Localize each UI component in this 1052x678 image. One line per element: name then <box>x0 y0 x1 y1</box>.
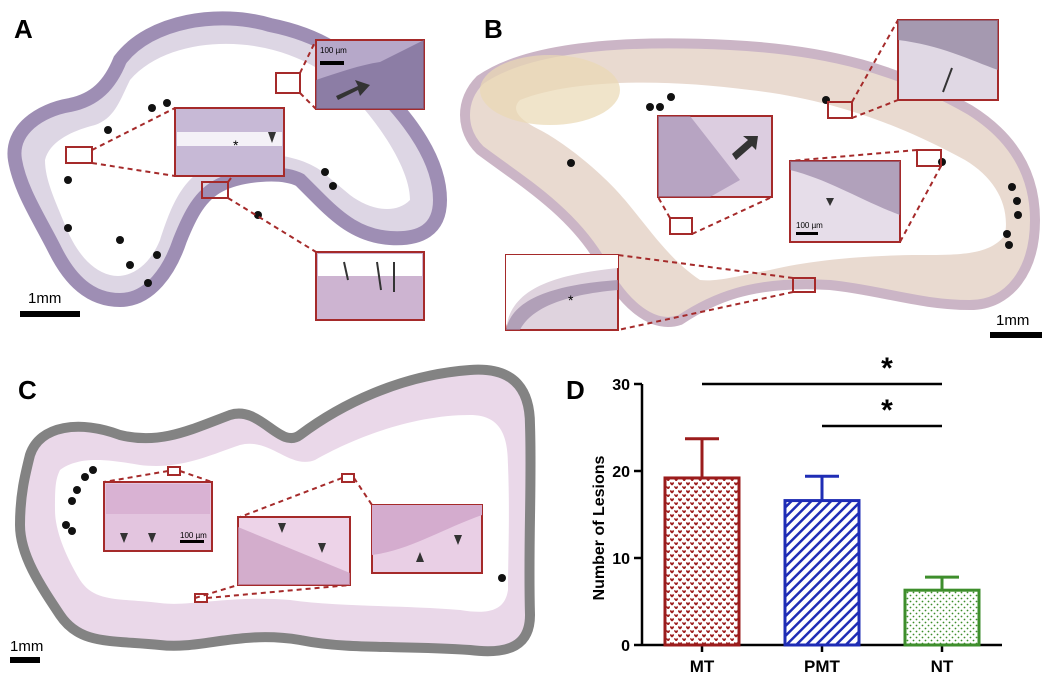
panel-d: D Number of Lesions 0 10 20 30 MT PMT NT * * <box>540 345 1052 678</box>
panel-c-inset-scale-label: 100 µm <box>180 531 207 540</box>
panel-b-scale-bar <box>990 332 1042 338</box>
significance-star: * <box>881 352 893 385</box>
y-tick-label: 10 <box>612 551 630 568</box>
panel-c: C 1mm 100 µm <box>0 345 540 678</box>
significance-annotations: ** <box>702 352 942 428</box>
panel-a-histology-image: * <box>7 11 448 321</box>
bar-nt <box>903 588 981 647</box>
y-tick-label: 20 <box>612 464 630 481</box>
panel-c-letter: C <box>18 375 37 405</box>
panel-c-scale-label: 1mm <box>10 638 44 655</box>
panel-a: A * <box>0 0 450 340</box>
panel-a-letter: A <box>14 14 33 44</box>
panel-b: B * <box>450 0 1052 345</box>
panel-b-histology-image: * <box>460 19 1041 331</box>
y-tick-label: 30 <box>612 377 630 394</box>
chart-bars <box>663 437 981 647</box>
x-tick-label-nt: NT <box>931 657 954 676</box>
panel-a-inset-scale-label: 100 µm <box>320 46 347 55</box>
panel-c-scale-bar <box>10 657 40 663</box>
svg-text:*: * <box>568 292 574 308</box>
panel-b-letter: B <box>484 14 503 44</box>
panel-a-scale-bar <box>20 311 80 317</box>
x-tick-label-mt: MT <box>690 657 715 676</box>
bar-pmt <box>783 499 861 647</box>
y-tick-label: 0 <box>621 638 630 655</box>
panel-c-histology-image <box>14 364 536 657</box>
panel-b-scale-label: 1mm <box>996 312 1030 329</box>
bar-mt <box>663 476 741 647</box>
y-axis-label: Number of Lesions <box>591 455 608 600</box>
svg-text:*: * <box>233 137 239 153</box>
panel-b-inset-scale-label: 100 µm <box>796 221 823 230</box>
x-tick-label-pmt: PMT <box>804 657 841 676</box>
significance-star: * <box>881 394 893 427</box>
panel-a-scale-label: 1mm <box>28 290 62 307</box>
panel-d-letter: D <box>566 375 585 405</box>
